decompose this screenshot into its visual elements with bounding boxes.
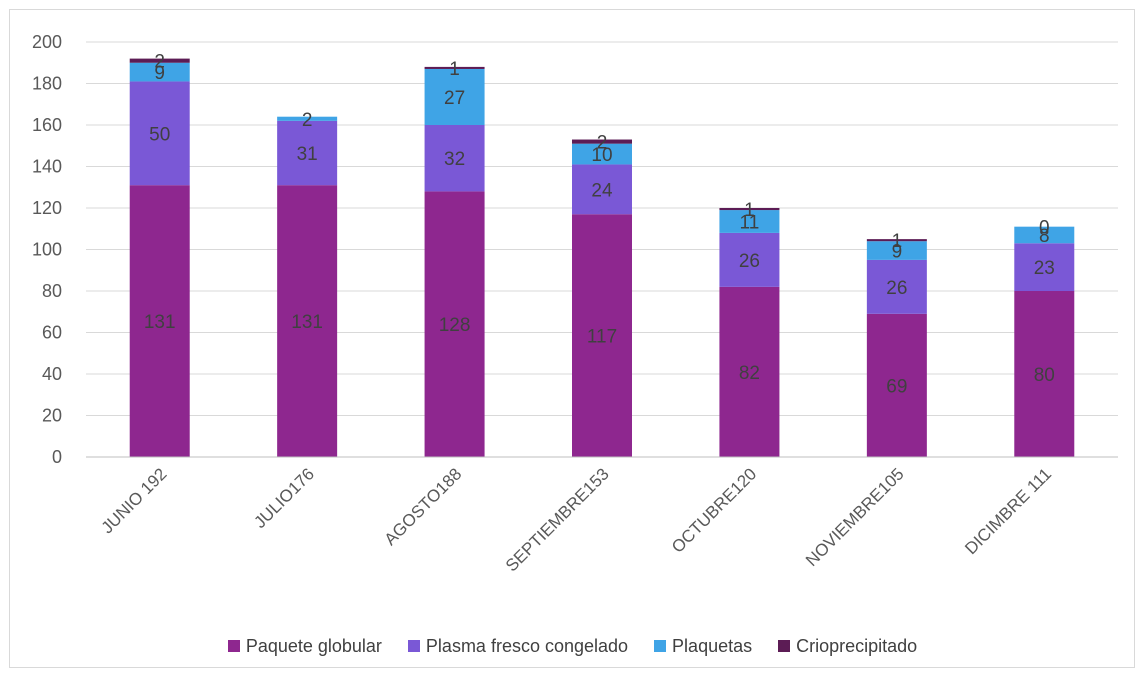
data-label: 2 bbox=[597, 133, 608, 154]
y-tick-label: 100 bbox=[32, 240, 62, 260]
bar-segment bbox=[1014, 243, 1075, 291]
data-label: 26 bbox=[886, 278, 907, 299]
data-label: 2 bbox=[302, 110, 313, 131]
bar-segment bbox=[1014, 226, 1075, 244]
bar-segment bbox=[866, 239, 927, 242]
x-tick-label: NOVIEMBRE105 bbox=[802, 464, 908, 570]
legend-swatch bbox=[654, 640, 667, 652]
x-tick-label: AGOSTO188 bbox=[381, 464, 466, 549]
x-tick-label: JUNIO 192 bbox=[98, 464, 171, 537]
data-label: 69 bbox=[886, 376, 907, 397]
data-label: 117 bbox=[587, 327, 617, 348]
bar-segment bbox=[129, 62, 190, 82]
data-label: 1 bbox=[892, 231, 903, 252]
y-tick-label: 160 bbox=[32, 115, 62, 135]
bar-segment bbox=[129, 81, 190, 186]
bar-segment bbox=[719, 232, 780, 287]
bar-segment bbox=[277, 116, 338, 121]
data-labels: 1315092131312128322711172410282261116926… bbox=[144, 52, 1055, 398]
data-label: 82 bbox=[739, 363, 760, 384]
bar-segment bbox=[277, 120, 338, 186]
y-tick-label: 0 bbox=[52, 447, 62, 467]
bar-segment bbox=[424, 68, 485, 125]
bar-segment bbox=[572, 139, 632, 144]
y-tick-label: 180 bbox=[32, 74, 62, 94]
y-tick-label: 80 bbox=[42, 281, 62, 301]
bar-segment bbox=[719, 208, 780, 211]
bar-segment bbox=[866, 241, 927, 260]
legend: Paquete globular Plasma fresco congelado P… bbox=[0, 634, 1145, 658]
data-label: 2 bbox=[154, 52, 165, 73]
legend-swatch bbox=[407, 640, 420, 652]
x-tick-label: JULIO176 bbox=[250, 464, 318, 532]
data-label: 1 bbox=[744, 200, 755, 221]
y-tick-label: 120 bbox=[32, 198, 62, 218]
data-label: 23 bbox=[1034, 258, 1055, 279]
bar-segment bbox=[277, 185, 338, 458]
legend-item: Paquete globular bbox=[227, 635, 382, 657]
x-tick-label: DICIMBRE 111 bbox=[961, 464, 1055, 558]
legend-swatch bbox=[778, 640, 791, 652]
data-label: 26 bbox=[739, 251, 760, 272]
legend-item: Plasma fresco congelado bbox=[407, 635, 629, 657]
bar-segment bbox=[572, 164, 632, 215]
bar-segment bbox=[719, 210, 780, 233]
legend-item: Plaquetas bbox=[654, 636, 752, 657]
data-label: 80 bbox=[1034, 365, 1055, 386]
bar-segment bbox=[129, 185, 190, 458]
y-tick-label: 40 bbox=[42, 364, 62, 384]
data-label: 131 bbox=[291, 312, 323, 333]
bar-segment bbox=[424, 125, 485, 192]
data-label: 50 bbox=[149, 124, 170, 145]
bar-segment bbox=[572, 214, 632, 457]
bar-segment bbox=[129, 58, 190, 63]
bar-segment bbox=[424, 191, 485, 457]
data-label: 31 bbox=[297, 144, 318, 165]
legend-label: Plaquetas bbox=[672, 635, 753, 656]
data-label: 9 bbox=[154, 63, 165, 84]
bar-segment bbox=[572, 143, 632, 165]
x-tick-label: OCTUBRE120 bbox=[668, 464, 760, 556]
x-tick-label: SEPTIEMBRE153 bbox=[502, 464, 613, 575]
bar-segment bbox=[1014, 291, 1075, 457]
data-label: 1 bbox=[449, 59, 460, 80]
data-label: 11 bbox=[740, 212, 760, 233]
legend-label: Plasma fresco congelado bbox=[425, 635, 629, 656]
data-label: 32 bbox=[444, 149, 465, 170]
bar-segment bbox=[424, 66, 485, 69]
legend-swatch bbox=[227, 640, 240, 652]
y-tick-label: 20 bbox=[42, 406, 62, 426]
data-label: 27 bbox=[444, 88, 465, 109]
data-label: 9 bbox=[892, 242, 903, 263]
legend-item: Crioprecipitado bbox=[778, 636, 917, 657]
bars bbox=[129, 58, 1075, 458]
bar-segment bbox=[866, 313, 927, 457]
data-label: 24 bbox=[591, 180, 613, 201]
legend-label: Paquete globular bbox=[245, 635, 382, 656]
bar-segment bbox=[866, 259, 927, 314]
y-tick-label: 200 bbox=[32, 32, 62, 52]
y-axis: 0 20 40 60 80 100 120 140 160 180 200 bbox=[32, 32, 62, 467]
data-label: 131 bbox=[144, 312, 176, 333]
data-label: 128 bbox=[439, 315, 471, 336]
data-label: 0 bbox=[1039, 218, 1050, 239]
x-axis: JUNIO 192 JULIO176 AGOSTO188 SEPTIEMBRE153 O… bbox=[86, 456, 1118, 575]
y-tick-label: 60 bbox=[42, 323, 62, 343]
bar-segment bbox=[719, 286, 780, 457]
data-label: 8 bbox=[1039, 226, 1050, 247]
y-tick-label: 140 bbox=[32, 157, 62, 177]
legend-label: Crioprecipitado bbox=[796, 635, 918, 656]
data-label: 10 bbox=[591, 145, 612, 166]
